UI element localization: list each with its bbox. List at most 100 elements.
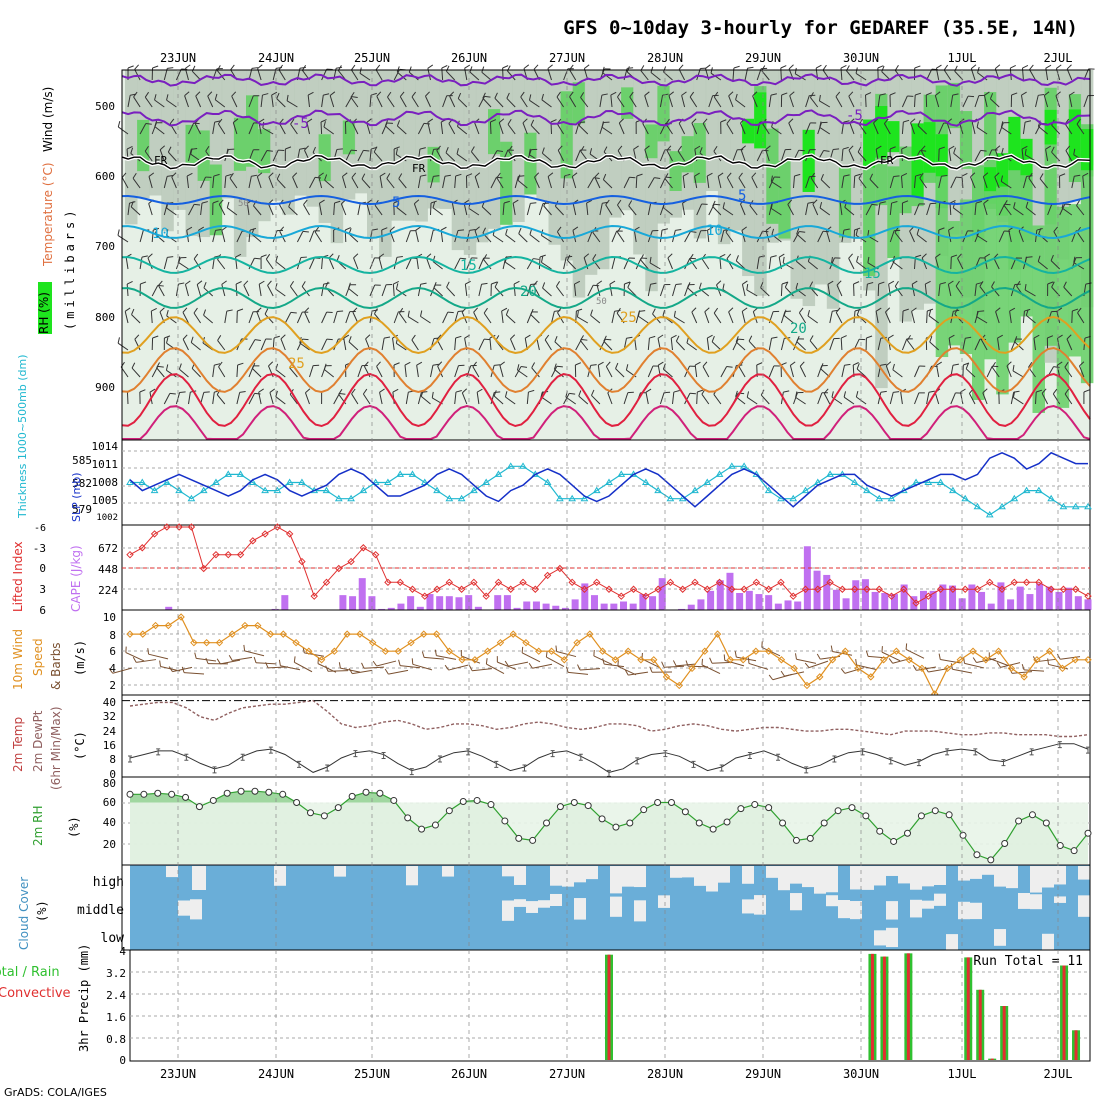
rh-shade-moist	[354, 70, 368, 194]
upper-wind-barb	[253, 205, 262, 216]
thickness-point	[408, 470, 417, 477]
cloud-high-block	[742, 866, 754, 884]
upper-wind-barb	[476, 388, 483, 393]
upper-wind-barb	[713, 307, 719, 314]
day-grid-lines	[177, 70, 1059, 1060]
wind10m-barb	[293, 656, 296, 663]
upper-wind-barb	[264, 308, 269, 315]
upper-wind-barb	[543, 205, 552, 216]
upper-wind-barb	[746, 391, 750, 398]
upper-wind-barb	[885, 307, 891, 313]
precip-convective-bar	[978, 989, 982, 1060]
upper-wind-barb	[393, 362, 400, 366]
wind10m-speed-point	[611, 656, 620, 664]
upper-wind-barb	[689, 253, 694, 260]
upper-wind-barb	[665, 118, 670, 125]
upper-wind-barb	[819, 207, 831, 216]
upper-wind-barb	[976, 121, 979, 128]
upper-wind-barb	[396, 342, 407, 351]
upper-wind-barb	[796, 260, 806, 270]
upper-wind-barb	[603, 146, 608, 153]
upper-wind-barb	[644, 145, 650, 150]
upper-wind-barb	[1003, 200, 1008, 206]
cloud-low-block	[994, 929, 1006, 946]
upper-wind-barb	[1050, 254, 1054, 261]
upper-wind-barb	[1059, 203, 1066, 216]
upper-wind-barb	[413, 203, 419, 216]
upper-wind-barb	[384, 120, 389, 127]
rh-shade-saturated	[863, 119, 876, 168]
wind10m-barb	[220, 659, 241, 665]
wind10m-barb	[672, 660, 677, 667]
upper-wind-barb	[166, 337, 169, 344]
upper-wind-barb	[268, 172, 274, 178]
upper-wind-barb	[911, 284, 915, 297]
upper-wind-barb	[701, 258, 710, 270]
upper-wind-barb	[436, 145, 441, 151]
cape-bar	[378, 608, 386, 610]
wind10m-speed-point	[471, 656, 479, 664]
rh-shade-wet	[681, 136, 695, 173]
rh2m-point	[1028, 811, 1036, 819]
upper-wind-barb	[601, 126, 613, 135]
cape-bar	[436, 596, 444, 610]
upper-wind-barb	[1009, 311, 1012, 324]
upper-wind-barb	[117, 342, 129, 351]
upper-wind-barb	[875, 145, 882, 150]
wind10m-barb	[964, 662, 985, 669]
cape-bar	[774, 603, 782, 610]
upper-wind-barb	[131, 367, 141, 378]
upper-wind-barb	[873, 122, 879, 135]
upper-wind-barb	[617, 204, 625, 216]
cape-bar	[803, 546, 811, 610]
upper-wind-barb	[265, 253, 271, 260]
cape-bar	[823, 574, 831, 610]
upper-wind-barb	[1056, 64, 1062, 69]
wind10m-speed-point	[726, 656, 735, 664]
upper-wind-barb	[275, 255, 279, 262]
rh-shade-wet	[488, 109, 501, 155]
top-date-tick: 26JUN	[451, 51, 487, 65]
upper-wind-barb	[506, 314, 516, 324]
upper-wind-barb	[843, 228, 850, 231]
lifted-index-point	[936, 585, 945, 593]
upper-wind-barb	[756, 150, 763, 162]
rh2m-point	[1042, 819, 1050, 827]
upper-wind-barb	[303, 204, 310, 216]
upper-wind-barb	[788, 118, 794, 124]
upper-wind-barb	[239, 391, 246, 393]
wind10m-speed-point	[573, 638, 581, 647]
lifted-index-point	[973, 585, 982, 593]
upper-wind-barb	[916, 234, 927, 243]
upper-wind-barb	[694, 172, 700, 177]
upper-wind-barb	[894, 232, 903, 243]
rh-shade-moist	[221, 70, 235, 199]
thickness-point	[654, 486, 663, 494]
upper-wind-barb	[304, 311, 310, 324]
wind10m-barb	[663, 665, 685, 668]
wind10m-speed-point	[624, 647, 632, 655]
rh2m-base-band	[130, 802, 1088, 864]
temp2m-minmax-bar	[916, 759, 921, 767]
upper-wind-barb	[843, 396, 855, 405]
upper-wind-barb	[728, 91, 734, 97]
upper-wind-barb	[711, 341, 722, 351]
lifted-index-point	[236, 550, 245, 559]
upper-wind-barb	[190, 336, 194, 343]
upper-wind-barb	[1083, 389, 1090, 393]
upper-wind-barb	[533, 258, 540, 260]
rh-shade-wet	[572, 82, 586, 124]
upper-wind-barb	[741, 226, 747, 231]
millibars-axis-label: (millibars)	[63, 207, 77, 330]
upper-wind-barb	[139, 230, 144, 243]
upper-wind-barb	[554, 336, 558, 342]
upper-wind-barb	[378, 253, 385, 258]
upper-wind-barb	[268, 203, 274, 216]
upper-wind-barb	[636, 173, 643, 177]
upper-wind-barb	[894, 227, 899, 233]
upper-wind-barb	[738, 172, 743, 179]
upper-wind-barb	[822, 64, 827, 71]
upper-wind-barb	[781, 92, 788, 96]
rh-shade-moist	[826, 70, 840, 309]
upper-wind-barb	[275, 396, 286, 405]
